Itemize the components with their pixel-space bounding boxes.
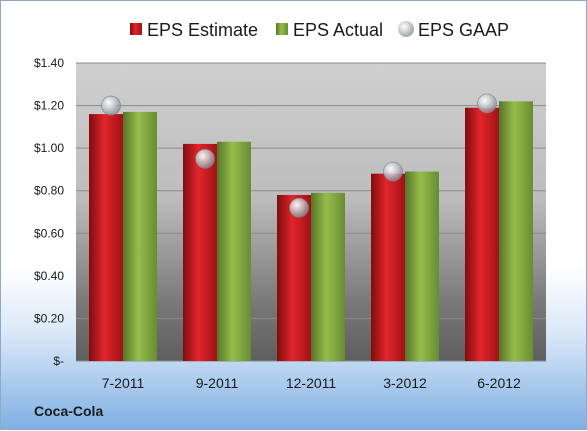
x-axis: 7-2011 9-2011 12-2011 3-2012 6-2012 <box>102 375 521 391</box>
y-tick-label: $1.20 <box>34 99 64 113</box>
x-tick-label: 9-2011 <box>196 375 239 391</box>
legend-label-gaap: EPS GAAP <box>418 20 509 40</box>
y-tick-label: $1.40 <box>34 56 64 70</box>
bar-eps-actual <box>405 171 439 361</box>
bar-eps-actual <box>217 141 251 361</box>
y-tick-label: $0.40 <box>34 269 64 283</box>
gaap-marker <box>383 161 403 182</box>
bar-eps-actual <box>311 192 345 361</box>
company-name: Coca-Cola <box>34 403 104 419</box>
bar-eps-estimate <box>465 107 499 361</box>
y-tick-label: $0.60 <box>34 226 64 240</box>
y-tick-label: $1.00 <box>34 141 64 155</box>
bar-eps-actual <box>499 101 533 362</box>
x-tick-label: 6-2012 <box>477 375 521 391</box>
gaap-markers <box>101 93 497 218</box>
bar-eps-estimate <box>183 143 217 361</box>
bar-eps-estimate <box>89 114 123 361</box>
bars <box>89 101 533 362</box>
y-tick-label: $0.20 <box>34 311 64 325</box>
x-tick-label: 3-2012 <box>383 375 427 391</box>
x-tick-label: 12-2011 <box>286 375 337 391</box>
bar-eps-estimate <box>371 173 405 361</box>
legend-swatch-actual <box>276 23 288 35</box>
legend-label-actual: EPS Actual <box>293 20 383 40</box>
gaap-marker <box>195 148 215 169</box>
y-tick-label: $0.80 <box>34 184 64 198</box>
legend-label-estimate: EPS Estimate <box>147 20 258 40</box>
bar-eps-estimate <box>277 194 311 361</box>
y-tick-label: $- <box>53 354 64 368</box>
gaap-marker <box>101 95 121 116</box>
gaap-marker <box>289 197 309 218</box>
legend: EPS Estimate EPS Actual EPS GAAP <box>130 20 509 40</box>
x-tick-label: 7-2011 <box>102 375 145 391</box>
y-axis: $- $0.20 $0.40 $0.60 $0.80 $1.00 $1.20 $1.40 <box>34 56 64 368</box>
bar-eps-actual <box>123 111 157 361</box>
legend-marker-gaap <box>398 21 414 37</box>
legend-swatch-estimate <box>130 23 142 35</box>
gaap-marker <box>477 93 497 114</box>
